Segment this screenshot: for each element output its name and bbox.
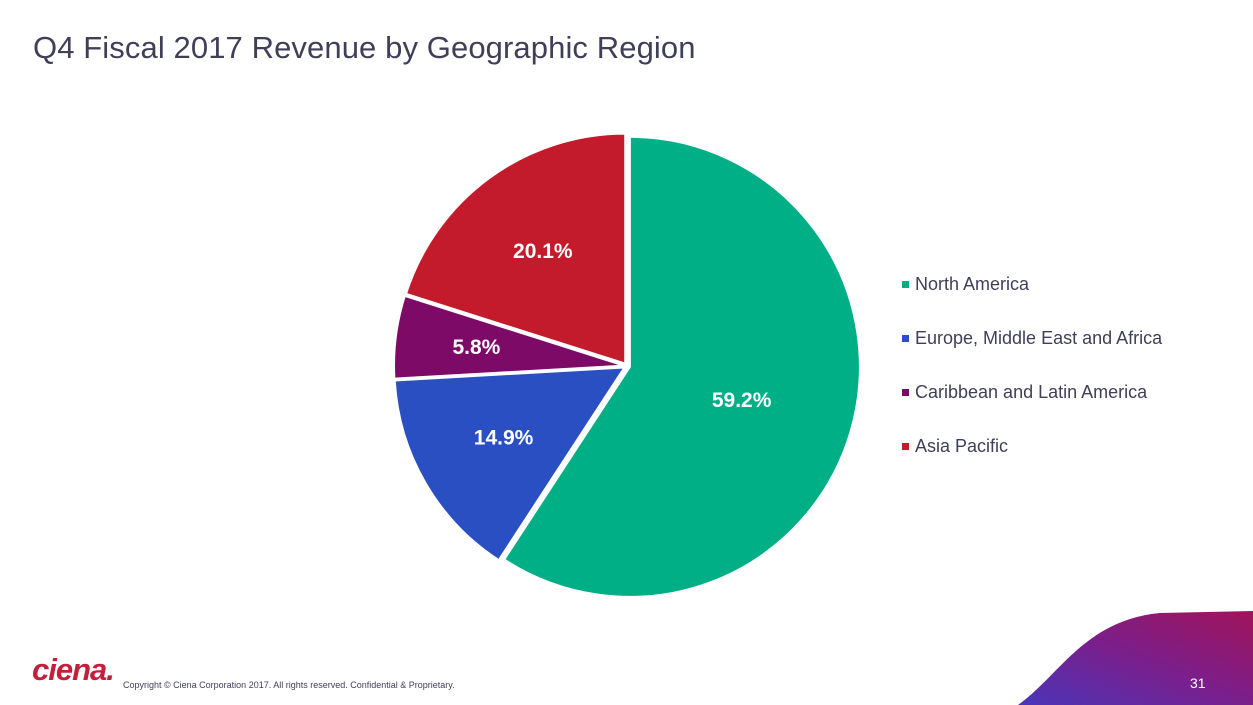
- pie-slice-cala: [393, 294, 625, 380]
- legend-item-emea: Europe, Middle East and Africa: [902, 328, 1162, 382]
- legend-swatch-apac: [902, 443, 909, 450]
- legend-label-apac: Asia Pacific: [915, 436, 1009, 456]
- slice-label-apac: 20.1%: [513, 240, 573, 263]
- page-title: Q4 Fiscal 2017 Revenue by Geographic Reg…: [33, 30, 696, 65]
- chart-legend: North America Europe, Middle East and Af…: [902, 274, 1162, 490]
- pie-slice-north-america: [502, 135, 861, 598]
- legend-swatch-north-america: [902, 281, 909, 288]
- slice-label-emea: 14.9%: [474, 426, 534, 449]
- ciena-logo: ciena.: [32, 652, 115, 687]
- legend-swatch-emea: [902, 335, 909, 342]
- brand-swoosh: [1018, 611, 1253, 705]
- slice-label-north-america: 59.2%: [712, 389, 772, 412]
- legend-label-emea: Europe, Middle East and Africa: [915, 328, 1163, 348]
- pie-slice-emea: [393, 366, 627, 562]
- slice-label-cala: 5.8%: [452, 336, 500, 359]
- page-number: 31: [1190, 675, 1206, 691]
- legend-swatch-cala: [902, 389, 909, 396]
- brand-swoosh-shape: [1018, 611, 1253, 705]
- copyright-notice: Copyright © Ciena Corporation 2017. All …: [123, 680, 455, 690]
- pie-slice-apac: [404, 132, 627, 365]
- legend-item-cala: Caribbean and Latin America: [902, 382, 1162, 436]
- legend-label-cala: Caribbean and Latin America: [915, 382, 1148, 402]
- legend-label-north-america: North America: [915, 274, 1030, 294]
- legend-item-north-america: North America: [902, 274, 1162, 328]
- legend-item-apac: Asia Pacific: [902, 436, 1162, 490]
